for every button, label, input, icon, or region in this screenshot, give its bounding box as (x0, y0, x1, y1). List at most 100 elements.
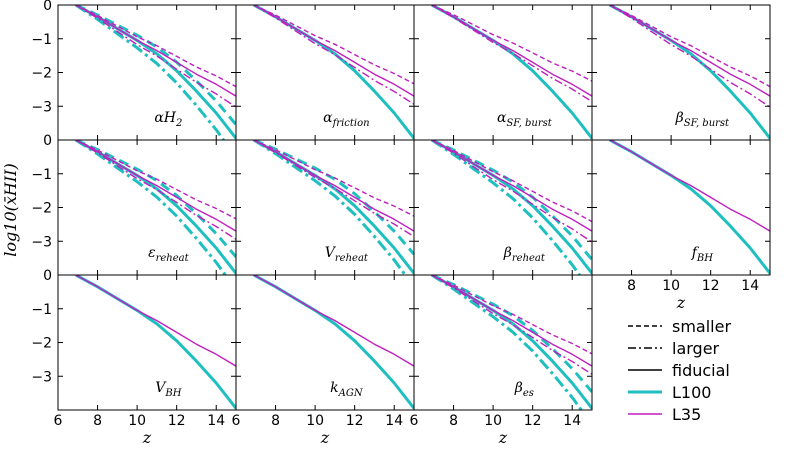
panel-label: VBH (155, 380, 181, 399)
y-tick-label: 0 (43, 268, 52, 284)
l35-larger-line (253, 140, 414, 238)
l100-larger-line (430, 140, 582, 275)
y-tick-label: −3 (31, 369, 52, 385)
l100-larger-line (74, 5, 226, 140)
l35-larger-line (431, 5, 592, 103)
x-axis-title: z (142, 428, 152, 447)
panel-lines-10 (430, 275, 592, 410)
panel-lines-0 (74, 5, 236, 140)
panel-label-sub: AGN (338, 388, 364, 399)
x-tick-label: 8 (93, 413, 102, 429)
panel-label-base: k (330, 380, 338, 396)
x-tick-label: 6 (54, 413, 63, 429)
l35-larger-line (431, 140, 592, 243)
l35-fiducial-line (609, 140, 770, 232)
panel-frame (235, 274, 415, 411)
panel-label-sub: BH (164, 388, 181, 399)
x-tick-label: 14 (741, 278, 759, 294)
panel-lines-2 (431, 5, 592, 140)
l100-fiducial-line (609, 140, 770, 275)
panel-frame (57, 4, 237, 141)
y-tick-label: −2 (31, 66, 52, 82)
l35-smaller-line (609, 5, 770, 88)
l100-fiducial-line (431, 275, 592, 410)
panel-label-base: α (497, 110, 507, 126)
x-axis-title: z (320, 428, 330, 447)
panel-label: kAGN (330, 380, 364, 399)
l100-smaller-line (75, 140, 236, 258)
x-tick-label: 12 (346, 413, 364, 429)
y-tick-label: −2 (31, 201, 52, 217)
panel-label-sub: friction (332, 118, 370, 129)
panel-label: αfriction (323, 110, 369, 129)
x-tick-label: 14 (207, 413, 225, 429)
panel-frame (591, 139, 771, 276)
l35-smaller-line (75, 5, 236, 88)
x-tick-label: 14 (563, 413, 581, 429)
l35-fiducial-line (75, 5, 236, 97)
x-tick-label: 8 (627, 278, 636, 294)
l100-larger-line (253, 140, 408, 275)
legend-label-fiducial: fiducial (672, 361, 730, 380)
l35-smaller-line (253, 5, 414, 85)
panel-label: Vreheat (325, 245, 369, 264)
panel-frame (57, 274, 237, 411)
panel-label: βSF, burst (675, 110, 730, 129)
x-tick-label: 10 (484, 413, 502, 429)
y-tick-label: −1 (31, 302, 52, 318)
y-tick-label: −1 (31, 167, 52, 183)
x-tick-label: 10 (662, 278, 680, 294)
y-axis-title: log10(x̄HII) (1, 163, 20, 256)
l35-smaller-line (431, 5, 592, 82)
y-tick-label: −3 (31, 99, 52, 115)
x-tick-label: 6 (232, 413, 241, 429)
x-tick-label: 6 (410, 413, 419, 429)
panel-lines-4 (74, 140, 236, 275)
l35-smaller-line (75, 140, 236, 220)
l35-fiducial-line (75, 275, 236, 367)
l35-larger-line (75, 140, 236, 240)
panel-label-base: V (155, 380, 167, 396)
panel-label-sub: es (523, 388, 534, 399)
panel-label-base: β (675, 110, 684, 126)
panel-label-sub: BH (696, 253, 713, 264)
l35-larger-line (253, 5, 414, 105)
panel-lines-5 (253, 140, 414, 275)
l35-larger-line (431, 275, 592, 375)
panel-lines-9 (253, 275, 414, 410)
y-tick-label: −3 (31, 234, 52, 250)
l100-larger-line (74, 140, 228, 275)
panel-label-base: f (691, 245, 700, 261)
x-axis-title: z (676, 293, 686, 312)
x-tick-label: 12 (168, 413, 186, 429)
l35-fiducial-line (253, 140, 414, 232)
l100-smaller-line (75, 5, 236, 126)
l35-smaller-line (431, 140, 592, 223)
l35-smaller-line (431, 275, 592, 355)
panel-label-sub: reheat (156, 253, 190, 264)
panel-label-base: α (323, 110, 333, 126)
l100-smaller-line (253, 140, 414, 256)
panel-lines-1 (253, 5, 414, 140)
l35-fiducial-line (253, 5, 414, 97)
panel-label-sub: reheat (335, 253, 369, 264)
l100-smaller-line (431, 275, 592, 393)
l100-smaller-line (431, 140, 592, 261)
x-tick-label: 8 (271, 413, 280, 429)
l35-fiducial-line (75, 140, 236, 232)
panel-label-sub: reheat (512, 253, 546, 264)
x-tick-label: 10 (306, 413, 324, 429)
panel-label: βes (514, 380, 534, 399)
y-tick-label: −2 (31, 336, 52, 352)
panel-label: αSF, burst (497, 110, 553, 129)
x-tick-label: 12 (524, 413, 542, 429)
legend-label-l100: L100 (672, 383, 711, 402)
legend-label-larger: larger (672, 339, 720, 358)
x-axis-title: z (498, 428, 508, 447)
legend-label-l35: L35 (672, 405, 701, 424)
x-tick-label: 10 (128, 413, 146, 429)
panel-lines-6 (430, 140, 592, 275)
panel-lines-3 (609, 5, 770, 140)
